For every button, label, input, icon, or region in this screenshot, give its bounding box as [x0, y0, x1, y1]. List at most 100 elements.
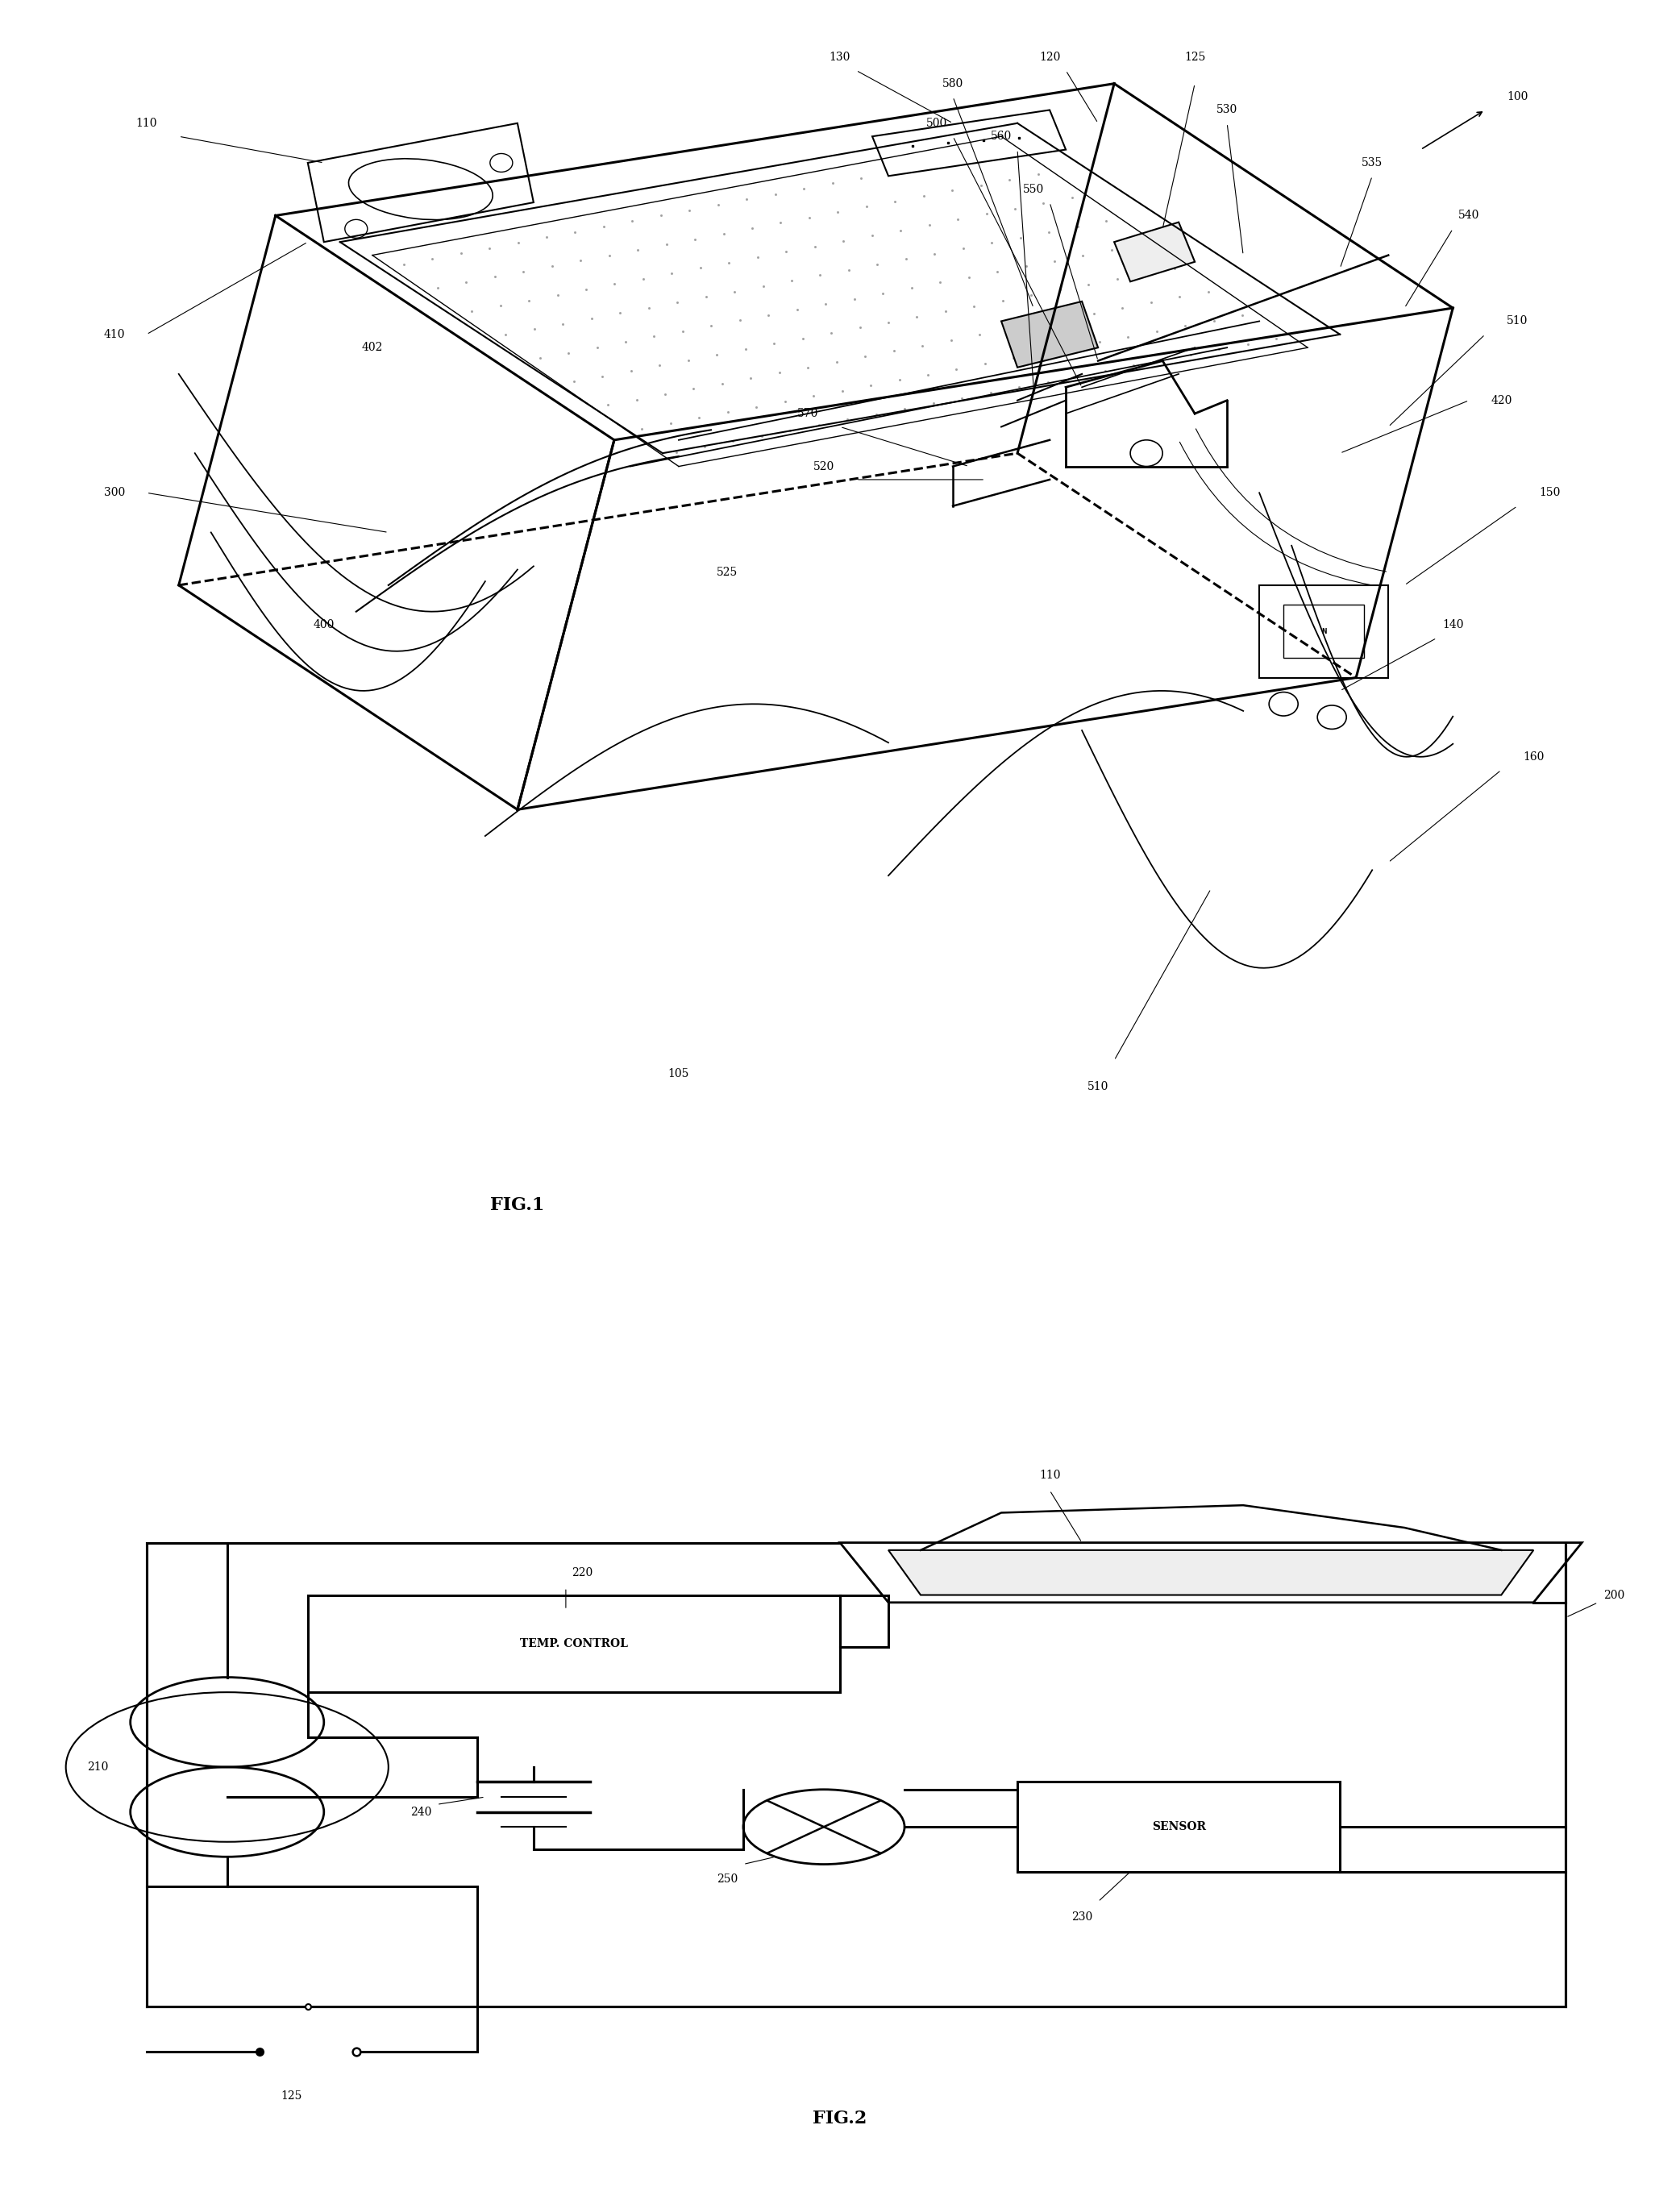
Point	[1178, 337, 1205, 372]
Point	[669, 315, 696, 350]
Point	[647, 198, 674, 233]
Text: 410: 410	[104, 328, 124, 341]
Point	[1063, 209, 1090, 244]
Point	[654, 227, 680, 262]
Point	[909, 328, 936, 363]
Point	[966, 317, 993, 352]
Text: 520: 520	[813, 460, 835, 473]
Point	[511, 253, 538, 288]
Text: N: N	[1320, 627, 1327, 636]
Point	[618, 354, 645, 389]
Point	[561, 213, 588, 249]
Text: 500: 500	[926, 117, 948, 130]
Point	[1099, 233, 1126, 268]
Point	[830, 224, 857, 260]
Point	[697, 308, 724, 343]
Point	[892, 242, 919, 277]
Point	[714, 394, 741, 429]
Point	[1028, 334, 1055, 370]
Point	[454, 264, 480, 299]
Polygon shape	[1114, 222, 1194, 282]
Point	[1001, 191, 1028, 227]
Point	[521, 312, 548, 348]
Point	[818, 315, 845, 350]
Point	[811, 286, 838, 321]
Text: 510: 510	[1507, 315, 1529, 328]
Point	[932, 295, 959, 330]
Point	[942, 352, 969, 387]
Point	[857, 367, 884, 403]
Text: 140: 140	[1441, 618, 1463, 631]
Text: 300: 300	[104, 486, 124, 499]
Point	[887, 213, 914, 249]
Point	[864, 396, 890, 431]
Text: TEMP. CONTROL: TEMP. CONTROL	[519, 1639, 628, 1650]
Point	[1161, 251, 1188, 286]
Point	[761, 176, 788, 211]
Point	[549, 306, 576, 341]
Point	[1080, 295, 1107, 330]
Point	[835, 253, 862, 288]
Point	[911, 178, 937, 213]
Point	[1057, 330, 1084, 365]
Point	[848, 161, 875, 196]
Point	[539, 249, 566, 284]
Polygon shape	[872, 110, 1065, 176]
Point	[647, 348, 674, 383]
Point	[554, 334, 581, 370]
Point	[675, 194, 702, 229]
Point	[640, 319, 667, 354]
Bar	[1018, 1782, 1341, 1872]
Point	[790, 321, 816, 356]
Point	[544, 277, 571, 312]
Point	[1092, 354, 1119, 389]
Point	[704, 337, 731, 372]
Point	[806, 257, 833, 293]
Point	[899, 271, 926, 306]
Point	[771, 383, 798, 418]
Point	[892, 392, 919, 427]
Point	[768, 205, 795, 240]
Point	[904, 299, 931, 334]
Point	[709, 365, 736, 400]
Text: SENSOR: SENSOR	[1152, 1822, 1206, 1833]
Point	[961, 288, 988, 323]
Point	[1121, 348, 1147, 383]
Text: 400: 400	[312, 618, 334, 631]
Text: 535: 535	[1362, 156, 1383, 169]
Point	[487, 288, 514, 323]
Polygon shape	[840, 1542, 1583, 1602]
Point	[606, 295, 633, 330]
Point	[568, 242, 595, 277]
Point	[805, 407, 832, 442]
Point	[921, 385, 948, 420]
Point	[1070, 238, 1097, 273]
Point	[971, 345, 998, 381]
Point	[880, 334, 907, 370]
Point	[842, 282, 869, 317]
Polygon shape	[1260, 585, 1388, 678]
Text: 525: 525	[717, 565, 738, 579]
Point	[516, 284, 543, 319]
Point	[635, 290, 662, 326]
Point	[704, 187, 731, 222]
Point	[934, 143, 961, 178]
Point	[796, 200, 823, 235]
Point	[749, 268, 776, 304]
Point	[659, 255, 685, 290]
Point	[828, 374, 855, 409]
Point	[744, 240, 771, 275]
Point	[475, 231, 502, 266]
Text: FIG.1: FIG.1	[491, 1197, 544, 1214]
Point	[726, 304, 753, 339]
Point	[1075, 266, 1102, 301]
Point	[773, 233, 800, 268]
Point	[1000, 341, 1026, 376]
Point	[882, 183, 909, 218]
Point	[590, 359, 617, 394]
Point	[1092, 205, 1119, 240]
Point	[1042, 244, 1068, 279]
Text: 125: 125	[281, 2090, 302, 2101]
Point	[801, 229, 828, 264]
Point	[984, 255, 1011, 290]
